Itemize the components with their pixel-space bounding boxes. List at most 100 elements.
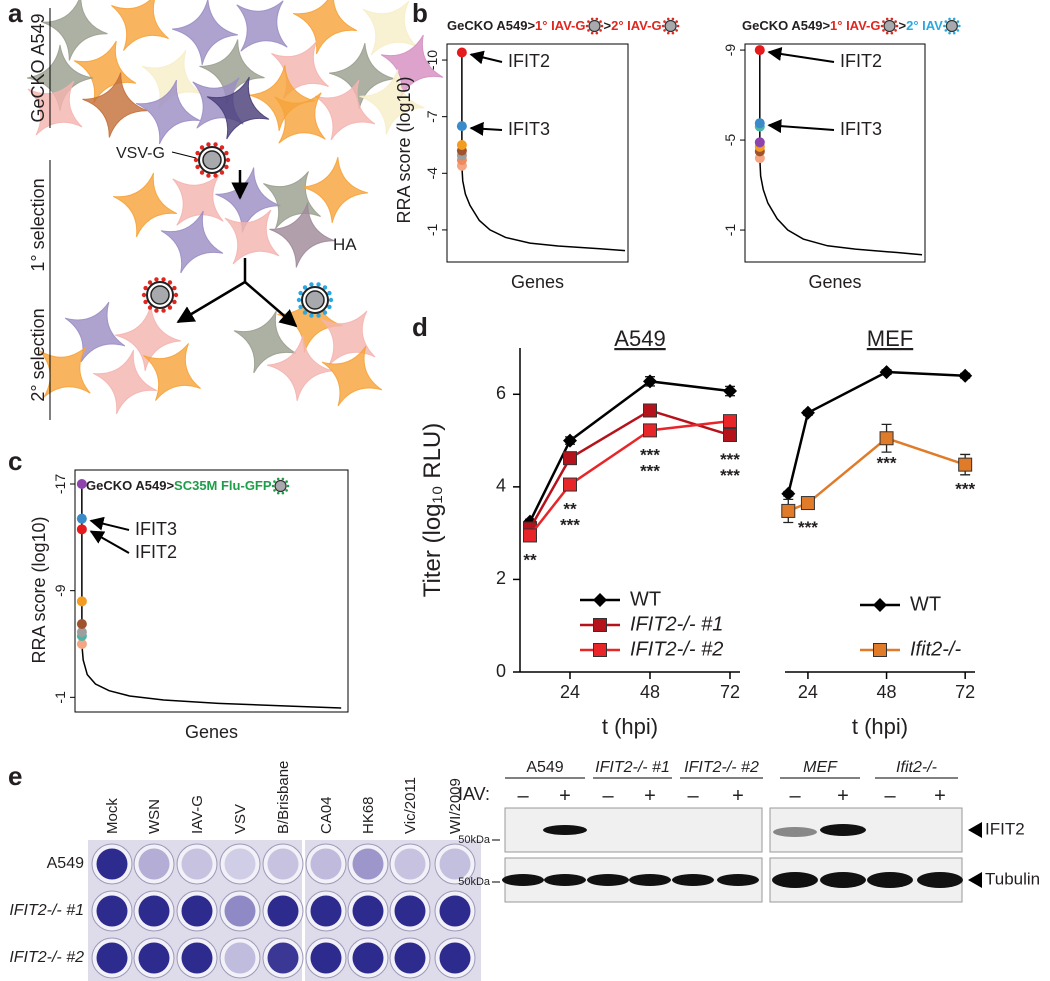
lane-sign: – xyxy=(602,785,614,807)
y-tick-label: -7 xyxy=(424,110,440,123)
x-axis-label: Genes xyxy=(511,272,564,292)
icon-spike xyxy=(894,20,897,23)
band xyxy=(629,874,671,886)
y-tick-label: 4 xyxy=(496,476,506,496)
well-stain xyxy=(310,942,342,974)
cell xyxy=(143,343,201,401)
well-stain xyxy=(96,895,128,927)
virus-spike xyxy=(161,308,166,313)
icon-spike xyxy=(666,31,670,35)
marker xyxy=(563,451,577,466)
cell xyxy=(236,0,288,52)
cell xyxy=(362,0,418,56)
column-label: HK68 xyxy=(360,796,377,834)
icon-spike xyxy=(952,17,956,21)
cell xyxy=(233,310,297,374)
virus-spike xyxy=(302,285,308,290)
column-label: VSV xyxy=(232,804,249,834)
virus-spike xyxy=(224,150,229,156)
column-label: B/Brisbane xyxy=(275,761,292,834)
lane-sign: + xyxy=(644,785,656,807)
virus-spike xyxy=(316,282,321,287)
virus-spike xyxy=(206,142,211,147)
annotation-arrow xyxy=(767,119,835,134)
group-label: IFIT2-/- #2 xyxy=(684,759,759,776)
cell xyxy=(269,202,335,268)
icon-spike xyxy=(895,24,899,28)
marker xyxy=(879,365,894,380)
marker-label: 50kDa xyxy=(458,876,491,888)
icon-spike xyxy=(671,31,675,35)
virus-spike xyxy=(147,280,153,285)
icon-spike xyxy=(956,20,960,23)
icon-spike xyxy=(675,20,678,23)
panel-label: e xyxy=(8,761,22,791)
marker xyxy=(723,384,737,399)
icon-spike xyxy=(890,17,894,21)
icon-spike xyxy=(958,24,961,28)
virus-spike xyxy=(322,285,328,290)
plot-frame xyxy=(74,469,349,713)
annotation: IFIT2 xyxy=(135,542,177,562)
marker xyxy=(563,477,577,492)
band xyxy=(773,827,817,837)
cell xyxy=(267,335,333,401)
icon-spike xyxy=(666,17,670,21)
icon-spike xyxy=(276,491,280,495)
chart-title: MEF xyxy=(867,326,913,351)
cell xyxy=(314,79,376,141)
well-stain xyxy=(439,895,471,927)
series-line xyxy=(528,380,731,523)
annotation-arrow xyxy=(89,516,130,531)
significance: ** xyxy=(563,500,577,519)
virus-spike xyxy=(224,164,229,170)
column-label: Vic/2011 xyxy=(402,777,419,834)
y-tick-label: -9 xyxy=(52,584,68,597)
cell xyxy=(224,209,280,265)
marker xyxy=(879,431,894,446)
significance: *** xyxy=(640,445,660,464)
virus-spike xyxy=(172,299,177,305)
well-stain xyxy=(394,942,426,974)
band xyxy=(543,825,587,835)
stage-label: GeCKO A549 xyxy=(28,13,48,122)
icon-spike xyxy=(952,31,956,35)
icon-spike xyxy=(944,29,948,32)
y-tick-label: -1 xyxy=(52,691,68,704)
marker xyxy=(563,433,577,448)
column-label: WSN xyxy=(146,799,163,834)
cell xyxy=(39,346,91,398)
marker xyxy=(643,403,657,418)
significance: *** xyxy=(720,450,740,469)
title-part: > xyxy=(899,18,907,33)
virus-spike xyxy=(298,304,303,310)
virus-spike xyxy=(219,170,225,175)
well-stain xyxy=(138,942,170,974)
x-tick-label: 72 xyxy=(955,682,975,702)
virus-spike xyxy=(167,305,173,310)
marker xyxy=(800,496,815,511)
significance: *** xyxy=(640,461,660,480)
row-label: IFIT2-/- #2 xyxy=(9,949,84,966)
marker xyxy=(593,643,607,657)
virus-spike xyxy=(327,304,332,310)
icon xyxy=(945,19,958,33)
panel-label: c xyxy=(8,446,22,476)
well-stain xyxy=(96,848,128,880)
column-label: WI/2009 xyxy=(447,778,464,834)
annotation-arrow xyxy=(89,530,130,554)
cell xyxy=(115,305,181,371)
x-axis-label: Genes xyxy=(185,722,238,742)
y-tick-label: -9 xyxy=(722,44,738,57)
cell xyxy=(302,157,368,223)
protein-pointer xyxy=(968,822,982,838)
virus-core xyxy=(150,285,170,305)
cell xyxy=(329,43,395,109)
lane-sign: – xyxy=(687,785,699,807)
cell xyxy=(111,0,169,51)
group-label: A549 xyxy=(526,759,563,776)
significance: *** xyxy=(798,518,818,537)
chart-title: GeCKO A549>SC35M Flu-GFP xyxy=(86,478,272,493)
curve xyxy=(461,165,626,252)
well-stain xyxy=(439,942,471,974)
